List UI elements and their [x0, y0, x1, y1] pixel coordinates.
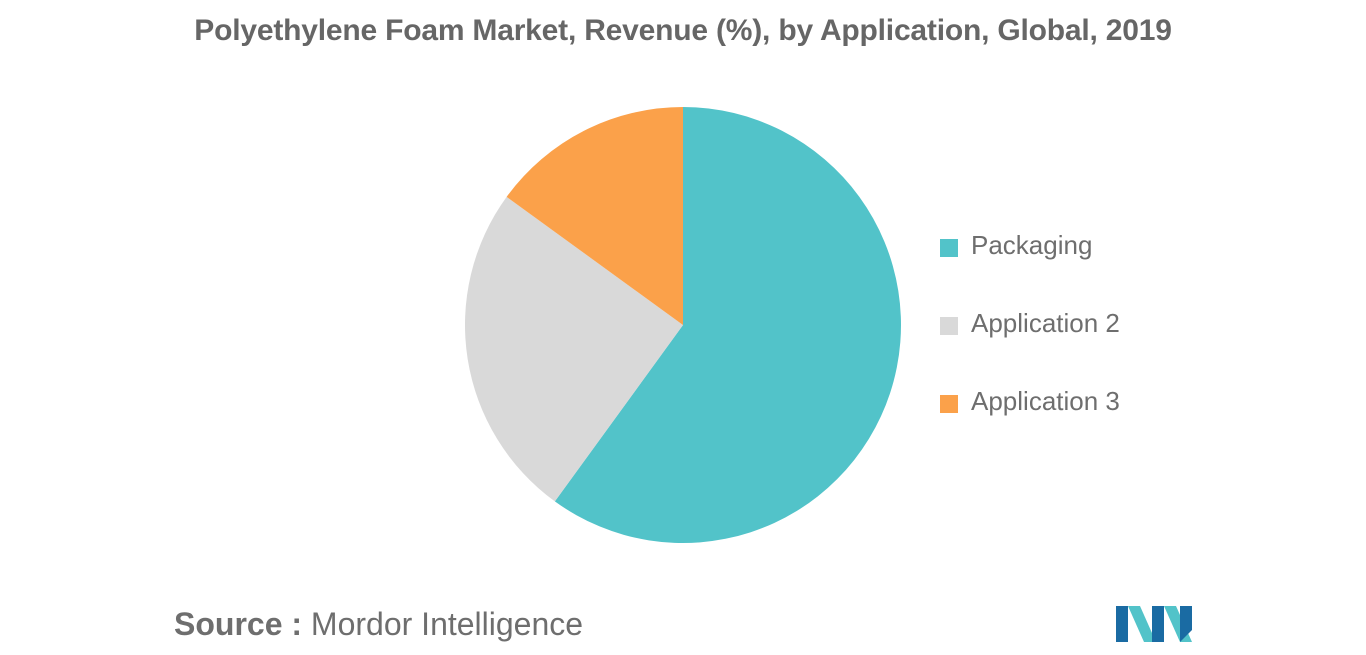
mordor-intelligence-logo-icon	[1116, 606, 1192, 642]
source-text: Mordor Intelligence	[310, 606, 584, 642]
legend-label-application-3: Application 3	[971, 386, 1120, 416]
legend-swatch-packaging	[940, 239, 958, 257]
source-prefix: Source :	[174, 606, 303, 642]
chart-title: Polyethylene Foam Market, Revenue (%), b…	[194, 14, 1172, 47]
legend-swatch-application-3	[940, 395, 958, 413]
logo-left-diagonal	[1128, 606, 1156, 642]
logo-left-leg	[1116, 606, 1128, 642]
legend-label-application-2: Application 2	[971, 308, 1120, 338]
source-note: Source : Mordor Intelligence	[174, 606, 583, 643]
logo-right-leg	[1180, 606, 1192, 642]
legend-label-packaging: Packaging	[971, 230, 1093, 260]
logo-middle-leg	[1152, 606, 1164, 642]
legend-swatch-application-2	[940, 317, 958, 335]
pie-slice-application-2	[464, 196, 683, 502]
pie-slices	[464, 107, 901, 543]
pie-slice-packaging	[554, 107, 901, 543]
pie-slice-application-3	[506, 107, 683, 325]
